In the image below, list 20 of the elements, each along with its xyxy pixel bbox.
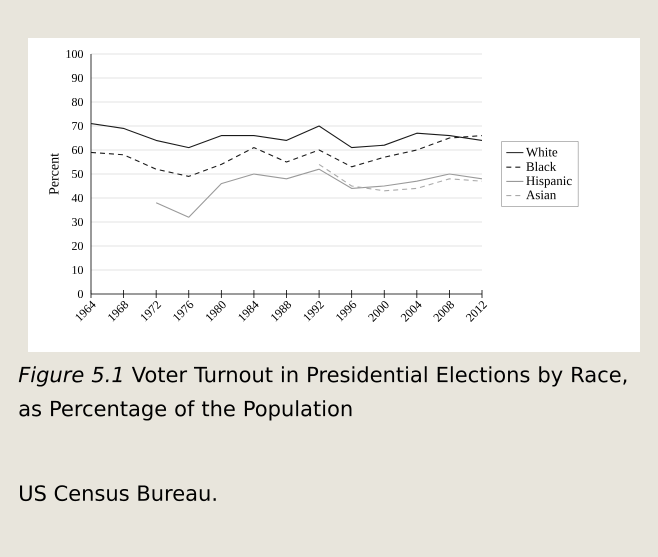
- y-axis-title: Percent: [49, 153, 59, 195]
- legend-label: White: [526, 147, 558, 157]
- text: US Census Bureau.: [20, 485, 216, 502]
- y-tick-label: 40: [72, 194, 84, 202]
- y-tick-label: 100: [66, 50, 84, 58]
- legend-label: Asian: [526, 190, 556, 200]
- y-tick-label: 50: [72, 170, 84, 178]
- y-tick-label: 60: [72, 146, 84, 154]
- y-tick-label: 80: [72, 98, 84, 106]
- line-series: [318, 164, 482, 192]
- y-tick-label: 10: [72, 266, 84, 274]
- legend-label: Black: [526, 162, 556, 172]
- line-series: [156, 168, 482, 218]
- legend-label: Hispanic: [526, 176, 572, 188]
- y-tick-label: 70: [72, 122, 84, 130]
- y-tick-label: 90: [72, 74, 84, 82]
- y-tick-label: 30: [72, 218, 84, 226]
- y-tick-label: 20: [72, 242, 84, 250]
- y-tick-label: 0: [78, 290, 84, 298]
- text: Figure 5.1 Voter Turnout in Presidential Elections by Race, as Percentage of the Population: [18, 366, 626, 421]
